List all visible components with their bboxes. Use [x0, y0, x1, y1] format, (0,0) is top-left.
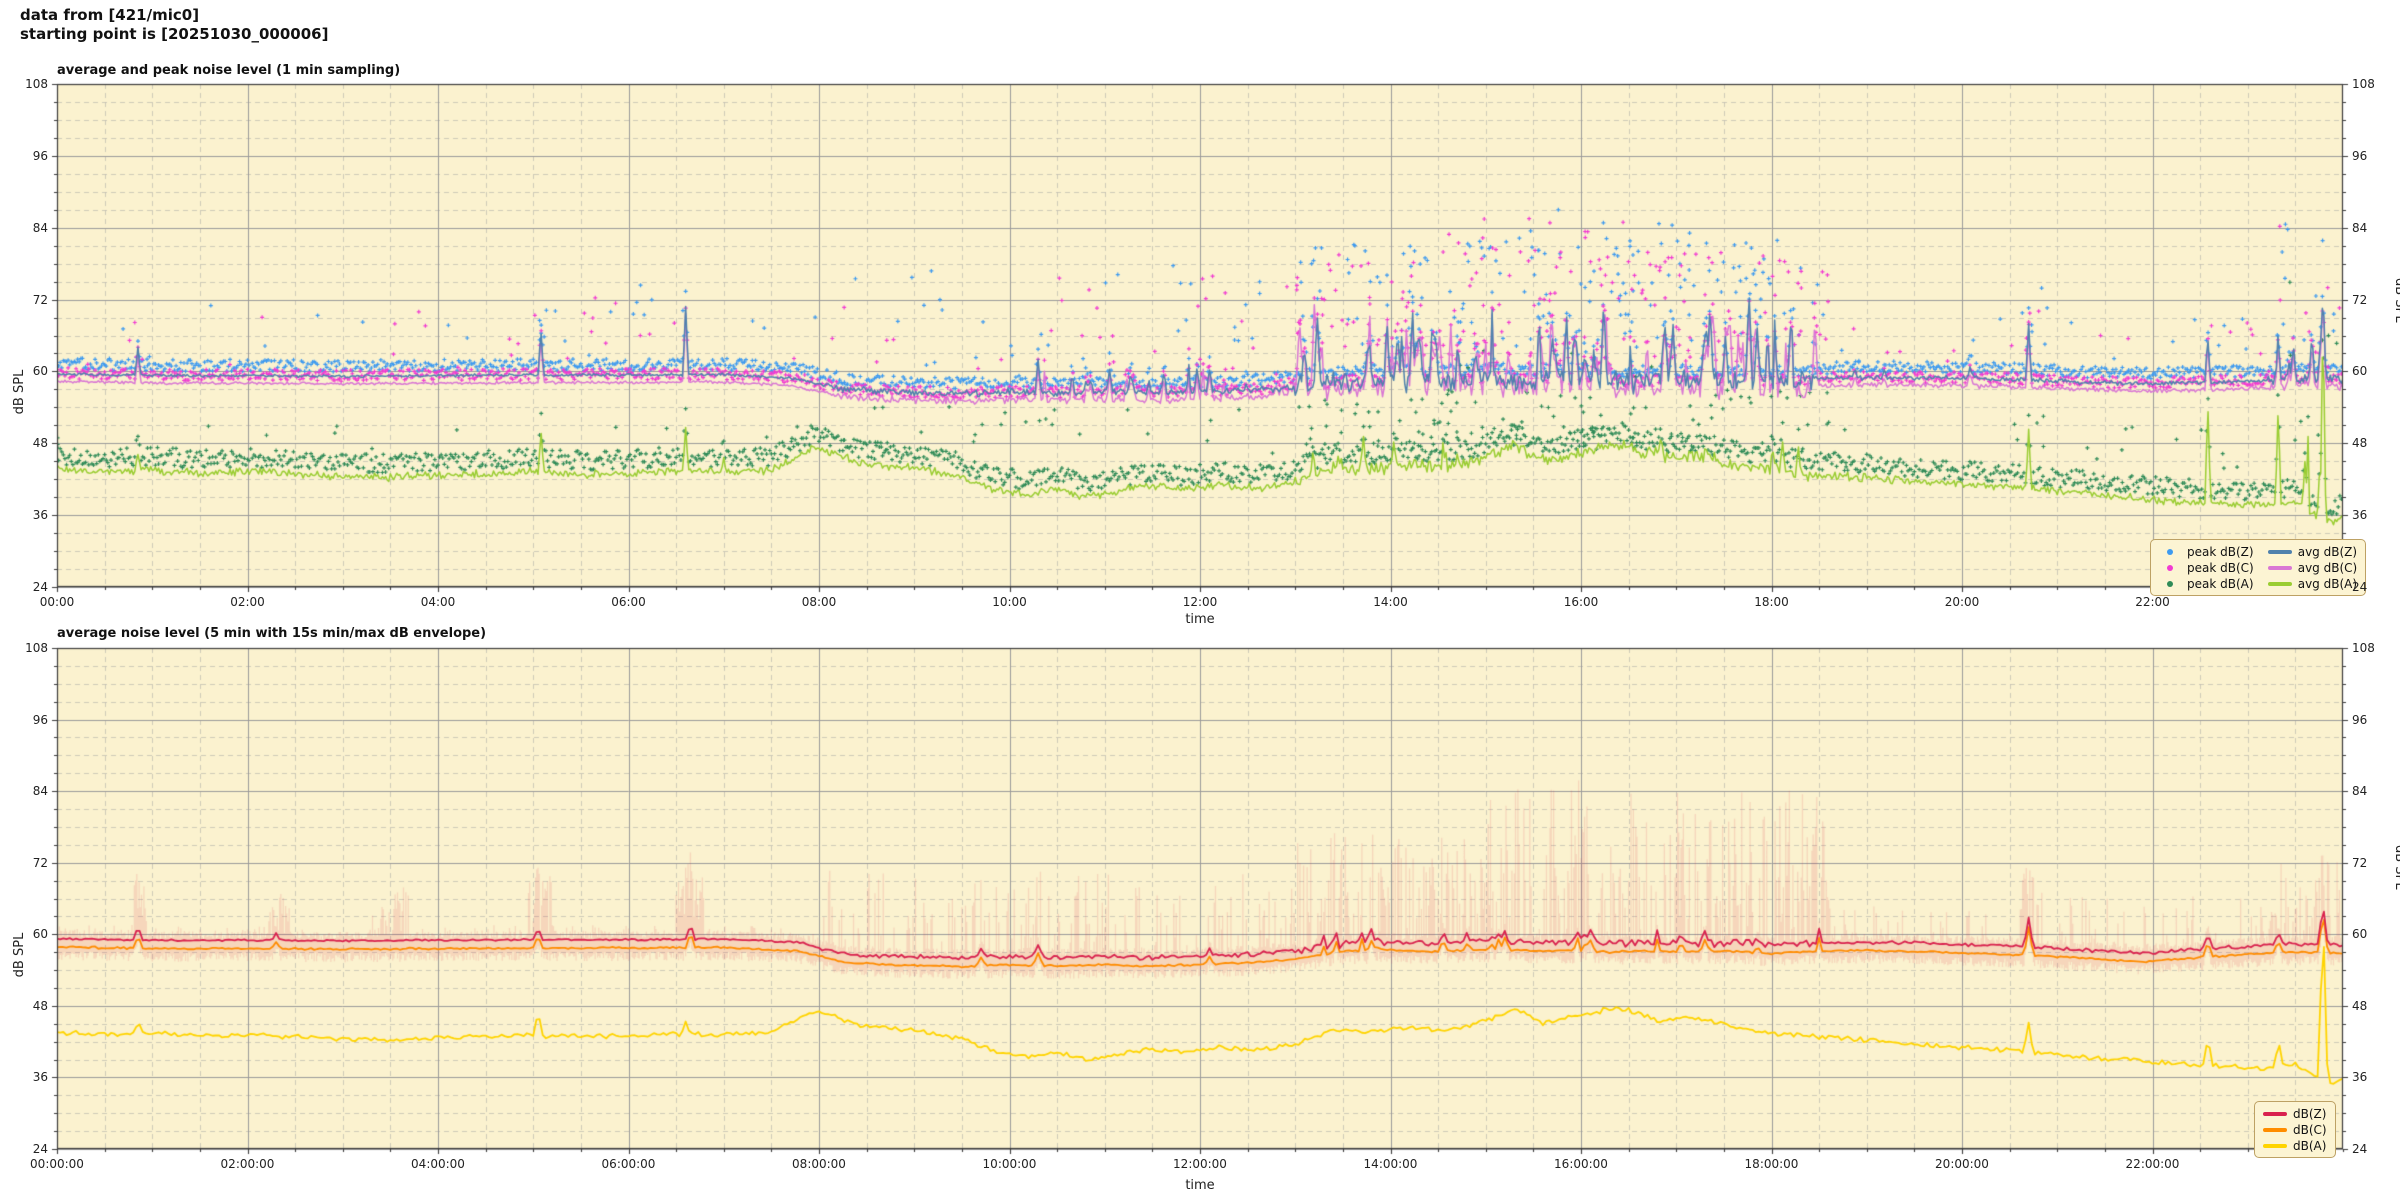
legend-entry: dB(Z) — [2263, 1106, 2327, 1121]
y-tick-label-left: 84 — [32, 784, 48, 799]
legend-entry: avg dB(Z) — [2267, 544, 2358, 559]
x-tick-label: 08:00 — [801, 595, 837, 609]
legend-line-swatch — [2263, 1127, 2287, 1132]
y-tick-label-right: 48 — [2352, 998, 2368, 1013]
y-tick-label-left: 72 — [32, 292, 48, 307]
legend-label: avg dB(C) — [2297, 560, 2358, 575]
x-tick-label: 16:00 — [1563, 595, 1599, 609]
x-tick-label: 18:00:00 — [1744, 1157, 1799, 1171]
x-tick-label: 22:00 — [2135, 595, 2170, 609]
legend-label: avg dB(A) — [2297, 576, 2358, 591]
x-tick-label: 04:00:00 — [411, 1157, 465, 1171]
chart-bottom-title: average noise level (5 min with 15s min/… — [57, 626, 487, 641]
y-tick-label-right: 48 — [2352, 436, 2368, 451]
y-tick-label-left: 108 — [25, 641, 48, 655]
y-tick-label-right: 60 — [2352, 927, 2368, 942]
y-tick-label-left: 48 — [32, 998, 48, 1013]
y-tick-label-left: 48 — [32, 436, 48, 451]
legend-entry: dB(A) — [2263, 1138, 2327, 1153]
x-tick-label: 22:00:00 — [2125, 1157, 2180, 1171]
chart-bottom-ylabel-left: dB SPL — [12, 932, 27, 978]
legend-entry: peak dB(C) — [2159, 560, 2254, 575]
legend-label: peak dB(Z) — [2187, 544, 2254, 559]
x-tick-label: 14:00 — [1373, 595, 1408, 609]
legend-entry: peak dB(A) — [2159, 576, 2254, 591]
x-tick-label: 14:00:00 — [1363, 1157, 1418, 1171]
y-tick-label-left: 96 — [32, 712, 48, 727]
y-tick-label-right: 96 — [2352, 712, 2368, 727]
y-tick-label-left: 84 — [32, 220, 48, 235]
x-tick-label: 06:00 — [611, 595, 646, 609]
x-tick-label: 02:00 — [230, 595, 265, 609]
y-tick-label-right: 84 — [2352, 784, 2368, 799]
chart-bottom-legend: dB(Z) dB(C) dB(A) — [2254, 1101, 2336, 1158]
chart-top-ylabel-left: dB SPL — [12, 369, 27, 415]
legend-marker-swatch — [2167, 564, 2173, 571]
header-line-2: starting point is [20251030_000006] — [20, 25, 329, 43]
legend-label: peak dB(C) — [2187, 560, 2254, 575]
x-tick-label: 00:00:00 — [30, 1157, 84, 1171]
y-tick-label-right: 72 — [2352, 855, 2368, 870]
legend-label: dB(C) — [2293, 1122, 2327, 1137]
y-tick-label-left: 36 — [32, 508, 48, 523]
chart-top-ylabel-right: dB SPL — [2392, 278, 2400, 323]
legend-label: dB(Z) — [2293, 1106, 2327, 1121]
y-tick-label-right: 36 — [2352, 508, 2368, 523]
legend-entry: avg dB(A) — [2267, 576, 2358, 591]
y-tick-label-left: 60 — [32, 927, 48, 942]
header-line-1: data from [421/mic0] — [20, 6, 200, 24]
legend-label: peak dB(A) — [2187, 576, 2254, 591]
legend-line-swatch — [2267, 549, 2292, 554]
y-tick-label-left: 24 — [32, 1142, 48, 1156]
y-tick-label-right: 36 — [2352, 1070, 2368, 1085]
y-tick-label-left: 96 — [32, 148, 48, 163]
y-tick-label-right: 60 — [2352, 364, 2368, 379]
x-tick-label: 18:00 — [1754, 595, 1789, 609]
legend-line-swatch — [2263, 1143, 2287, 1148]
chart-top-legend: peak dB(Z) peak dB(C) peak dB(A) avg dB(Z) a… — [2150, 539, 2367, 596]
x-tick-label: 20:00 — [1944, 595, 1980, 609]
x-tick-label: 00:00 — [39, 595, 75, 609]
x-tick-label: 08:00:00 — [792, 1157, 846, 1171]
y-tick-label-left: 72 — [32, 855, 48, 870]
y-tick-label-left: 24 — [32, 580, 48, 594]
y-tick-label-left: 60 — [32, 364, 48, 379]
legend-marker-swatch — [2167, 548, 2173, 555]
legend-entry: avg dB(C) — [2267, 560, 2358, 575]
y-tick-label-right: 24 — [2352, 1142, 2368, 1156]
chart-bottom-ylabel-right: dB SPL — [2392, 845, 2400, 890]
legend-label: avg dB(Z) — [2297, 544, 2358, 559]
legend-line-swatch — [2267, 581, 2292, 586]
legend-entry: peak dB(Z) — [2159, 544, 2254, 559]
x-tick-label: 12:00 — [1182, 595, 1218, 609]
chart-top-xlabel: time — [1185, 612, 1215, 627]
x-tick-label: 16:00:00 — [1554, 1157, 1608, 1171]
x-tick-label: 10:00:00 — [982, 1157, 1037, 1171]
y-tick-label-left: 36 — [32, 1070, 48, 1085]
y-tick-label-right: 24 — [2352, 580, 2368, 594]
x-tick-label: 12:00:00 — [1173, 1157, 1227, 1171]
y-tick-label-right: 84 — [2352, 220, 2368, 235]
y-tick-label-left: 108 — [25, 77, 48, 91]
x-tick-label: 02:00:00 — [220, 1157, 275, 1171]
x-tick-label: 06:00:00 — [601, 1157, 656, 1171]
x-tick-label: 10:00 — [992, 595, 1027, 609]
legend-label: dB(A) — [2293, 1138, 2327, 1153]
y-tick-label-right: 96 — [2352, 148, 2368, 163]
x-tick-label: 20:00:00 — [1935, 1157, 1989, 1171]
legend-entry: dB(C) — [2263, 1122, 2327, 1137]
chart-bottom-xlabel: time — [1185, 1178, 1215, 1193]
y-tick-label-right: 108 — [2352, 77, 2375, 91]
y-tick-label-right: 108 — [2352, 641, 2375, 655]
x-tick-label: 04:00 — [420, 595, 456, 609]
y-tick-label-right: 72 — [2352, 292, 2368, 307]
legend-line-swatch — [2263, 1111, 2287, 1116]
chart-top-title: average and peak noise level (1 min samp… — [57, 63, 401, 78]
legend-marker-swatch — [2167, 580, 2173, 587]
legend-line-swatch — [2267, 565, 2292, 570]
